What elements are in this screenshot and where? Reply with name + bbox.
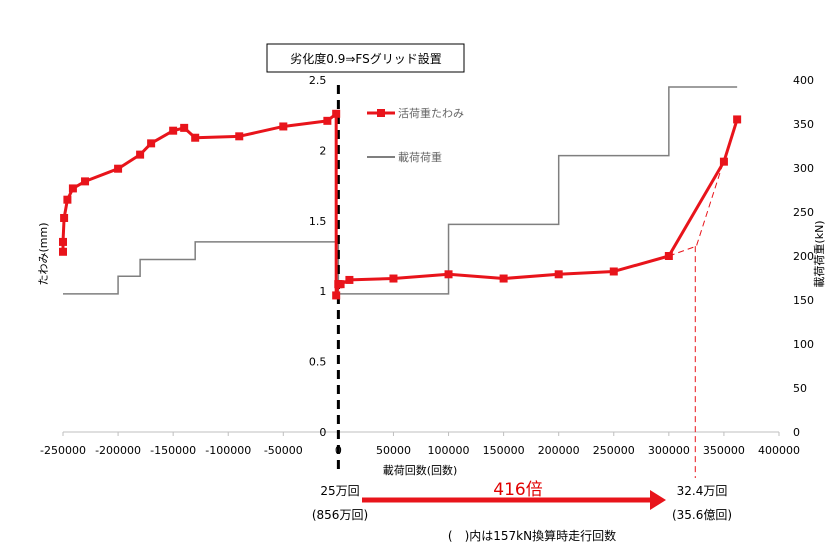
x-tick-label: -150000 [150,444,196,457]
deflection-point [499,274,508,283]
y-right-tick-label: 150 [793,294,814,307]
y-left-tick-label: 0.5 [309,356,327,369]
legend-deflection-label: 活荷重たわみ [398,106,464,120]
deflection-point [664,252,673,260]
deflection-point [323,116,332,125]
chart-title: 劣化度0.9⇒FSグリッド設置 [290,51,441,66]
legend-deflection-marker [377,109,385,117]
deflection-point [279,122,288,131]
x-tick-label: -100000 [205,444,251,457]
annot-multiplier: 416倍 [493,480,542,500]
x-tick-label: 400000 [758,444,800,457]
deflection-point [444,270,453,279]
annot-right-equivalent: (35.6億回) [672,508,732,522]
y-right-tick-label: 400 [793,74,814,87]
legend-load-label: 載荷荷重 [398,150,442,164]
deflection-point [136,150,145,159]
annot-left-equivalent: (856万回) [312,508,368,522]
y-right-tick-label: 300 [793,162,814,175]
y-right-tick-label: 200 [793,250,814,263]
deflection-point [180,123,189,132]
y-right-tick-label: 0 [793,426,800,439]
deflection-point [609,267,618,276]
deflection-point [68,184,77,193]
deflection-point [719,157,728,166]
x-tick-label: -50000 [264,444,303,457]
annot-left-cycles: 25万回 [320,484,359,498]
x-tick-label: 200000 [538,444,580,457]
x-tick-label: -250000 [40,444,86,457]
annot-footnote: ( )内は157kN換算時走行回数 [448,528,616,543]
x-tick-label: -200000 [95,444,141,457]
deflection-point [59,247,67,256]
y-axis-left-title: たわみ(mm) [37,222,50,285]
series-deflection-line [61,112,739,297]
x-tick-label: 150000 [483,444,525,457]
annot-right-cycles: 32.4万回 [677,484,728,498]
chart-title-box [266,43,465,73]
x-tick-label: 50000 [376,444,411,457]
y-left-tick-label: 1.5 [309,215,327,228]
annot-arrow-head [650,490,666,510]
deflection-point [59,237,67,246]
deflection-point [114,164,123,173]
deflection-point [191,133,200,142]
deflection-point [60,213,69,222]
deflection-point [733,115,742,124]
x-tick-label: 350000 [703,444,745,457]
deflection-point [147,139,156,148]
deflection-point [332,291,341,300]
x-tick-label: 100000 [428,444,470,457]
deflection-point [345,275,354,284]
deflection-point [554,270,563,279]
deflection-point [63,195,72,204]
y-right-tick-label: 250 [793,206,814,219]
y-left-tick-label: 2 [319,144,326,157]
deflection-point [81,177,90,186]
deflection-point [336,280,345,289]
x-tick-label: 250000 [593,444,635,457]
deflection-point [389,274,398,283]
deflection-point [169,126,178,135]
deflection-point [332,109,341,118]
x-axis-title: 載荷回数(回数) [383,464,458,477]
deflection-point [235,132,244,141]
y-right-tick-label: 50 [793,382,807,395]
y-left-tick-label: 1 [319,285,326,298]
y-left-tick-label: 2.5 [309,74,327,87]
y-right-tick-label: 350 [793,118,814,131]
y-left-tick-label: 0 [319,426,326,439]
x-tick-label: 300000 [648,444,690,457]
y-right-tick-label: 100 [793,338,814,351]
y-axis-right-title: 載荷荷重(kN) [812,220,826,287]
